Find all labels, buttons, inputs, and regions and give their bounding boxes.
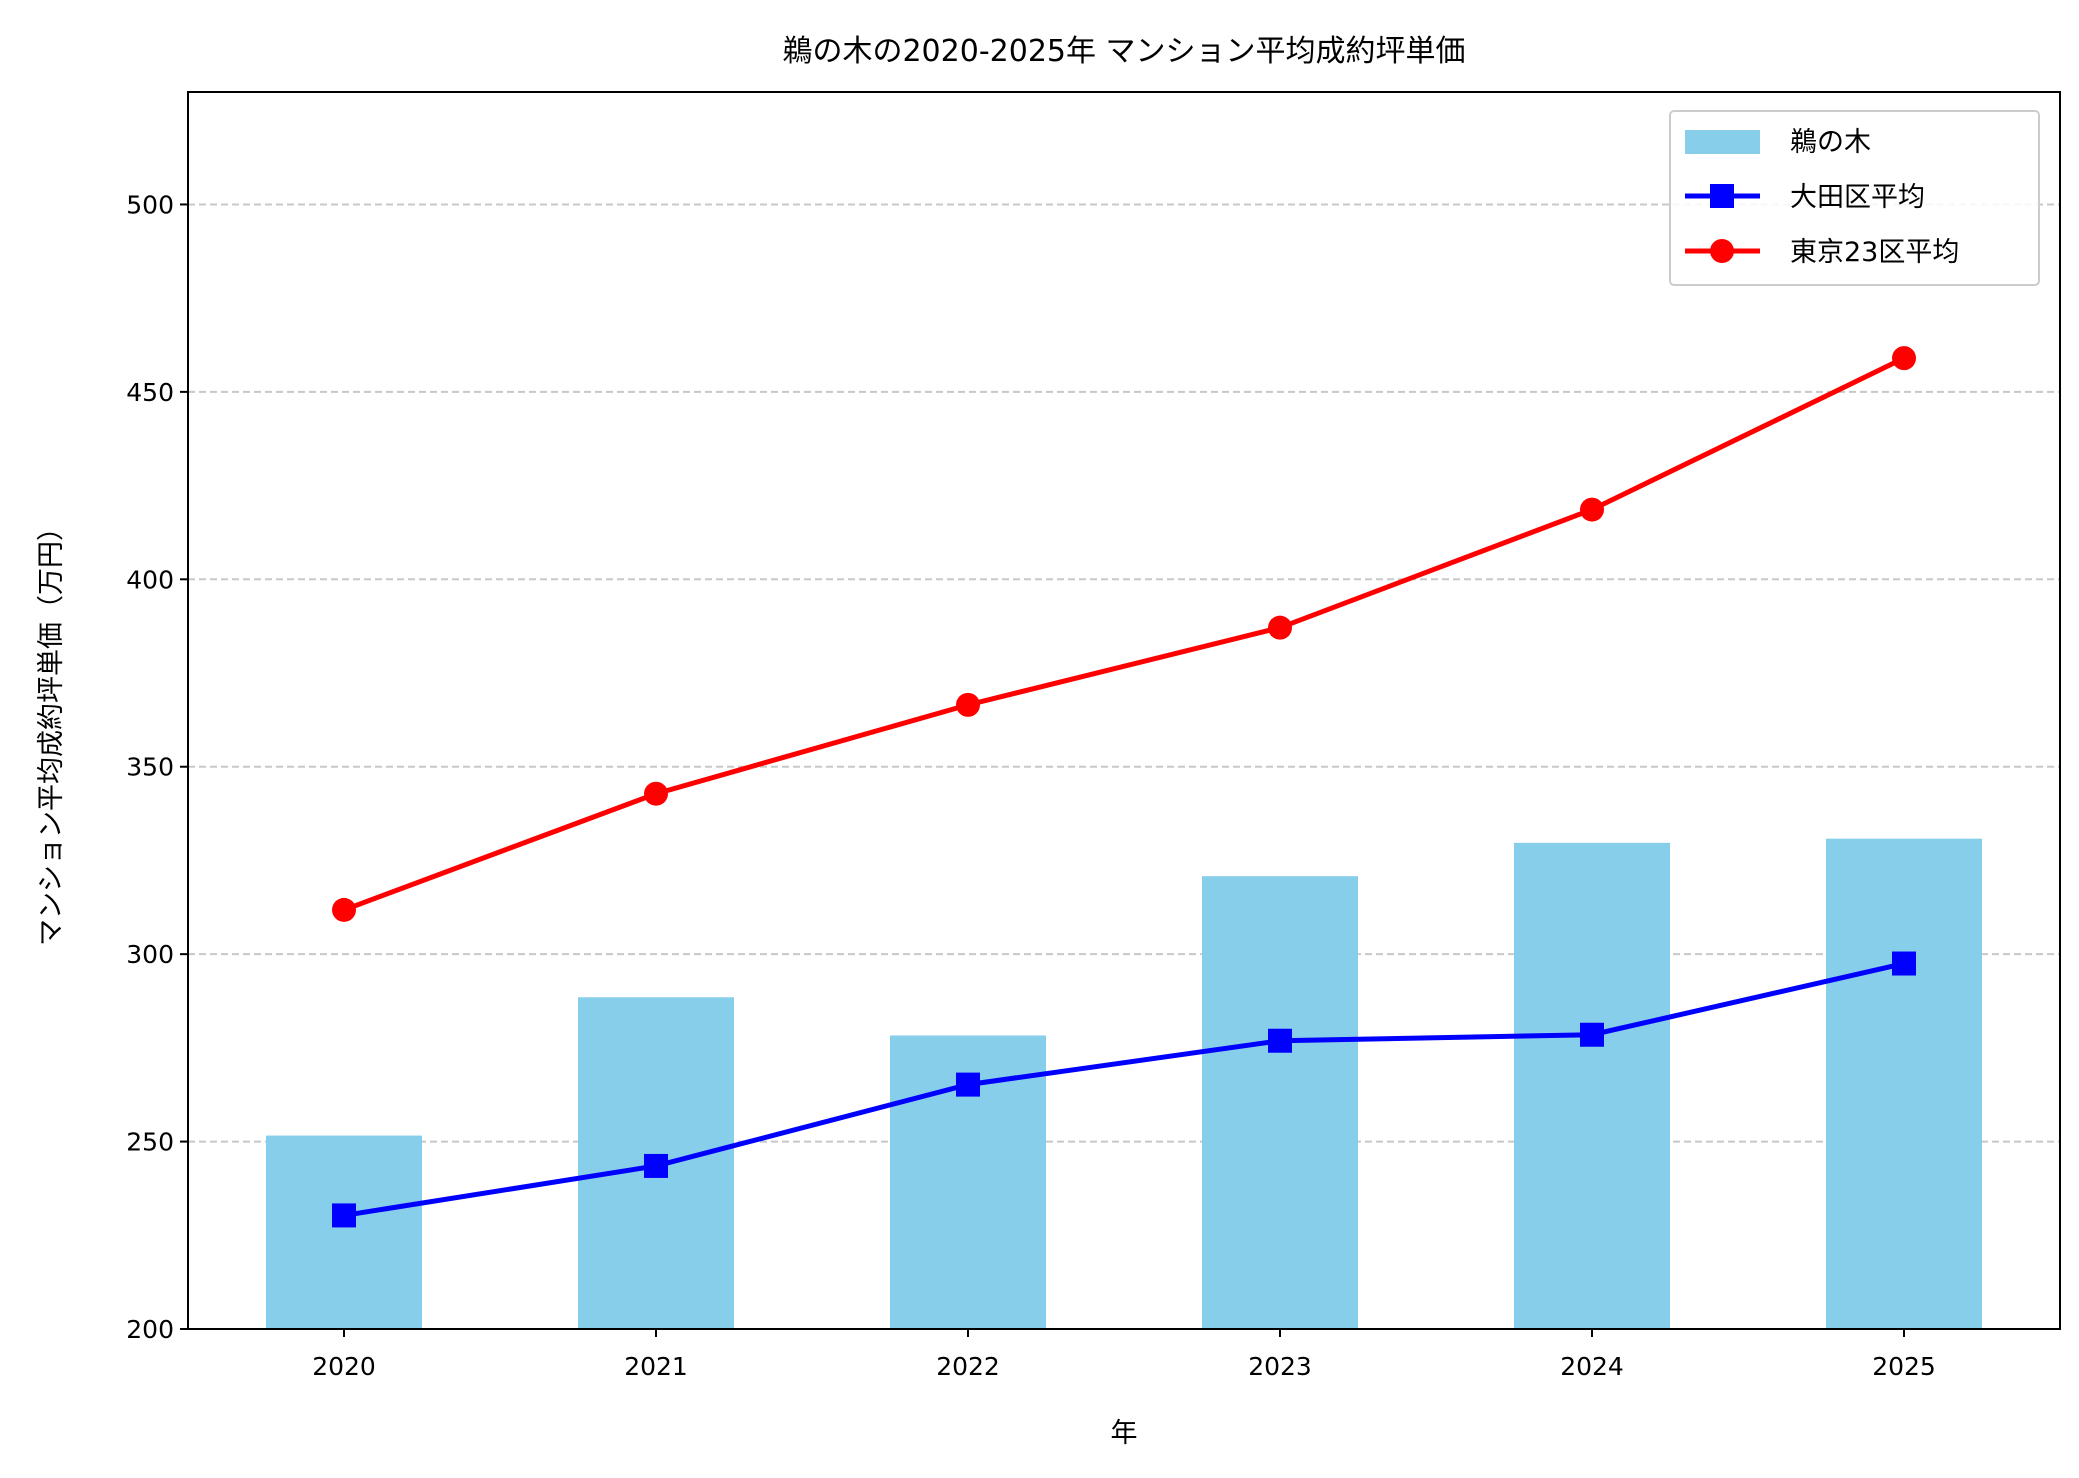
x-axis: 2020 2021 2022 2023 2024 2025 [312,1329,1936,1381]
legend-label: 東京23区平均 [1790,237,1959,268]
y-tick-label: 200 [126,1315,174,1344]
x-axis-label: 年 [1111,1418,1138,1449]
legend-swatch [1685,130,1760,154]
data-point [1580,497,1604,522]
y-tick-label: 300 [126,940,174,969]
y-axis-label: マンション平均成約坪単価（万円） [36,514,67,946]
y-tick-label: 400 [126,565,174,594]
plot-frame [187,91,2061,1330]
x-tick-label: 2024 [1560,1352,1624,1381]
series-line [343,355,1906,913]
data-point [332,1203,356,1228]
grid [188,203,2060,1143]
lines [332,346,1916,1228]
y-tick-label: 450 [126,378,174,407]
bar [1202,876,1358,1329]
data-point [1892,951,1916,976]
data-point [644,781,668,806]
legend-label: 大田区平均 [1790,182,1925,213]
y-tick-label: 250 [126,1128,174,1157]
bar [1514,842,1670,1329]
bar [266,1135,422,1329]
data-point [1268,1028,1292,1053]
series-line [343,961,1905,1218]
x-tick-label: 2025 [1872,1352,1936,1381]
y-tick-label: 500 [126,190,174,219]
y-tick-label: 350 [126,753,174,782]
bar [1826,838,1982,1329]
y-axis: 200 250 300 350 400 450 500 [126,190,188,1344]
x-tick-label: 2020 [312,1352,376,1381]
x-tick-label: 2021 [624,1352,688,1381]
x-tick-label: 2023 [1248,1352,1312,1381]
data-point [1580,1022,1604,1047]
x-tick-label: 2022 [936,1352,1000,1381]
data-point [1892,346,1916,371]
legend-marker [1710,184,1734,208]
legend-box [1669,110,2040,286]
legend-marker [1710,239,1734,263]
data-point [644,1153,668,1178]
data-point [956,1072,980,1097]
data-point [1268,615,1292,640]
data-point [956,692,980,717]
data-point [332,897,356,922]
chart-title: 鵜の木の2020-2025年 マンション平均成約坪単価 [782,34,1465,69]
legend-label: 鵜の木 [1790,127,1871,158]
bars [266,838,1982,1329]
